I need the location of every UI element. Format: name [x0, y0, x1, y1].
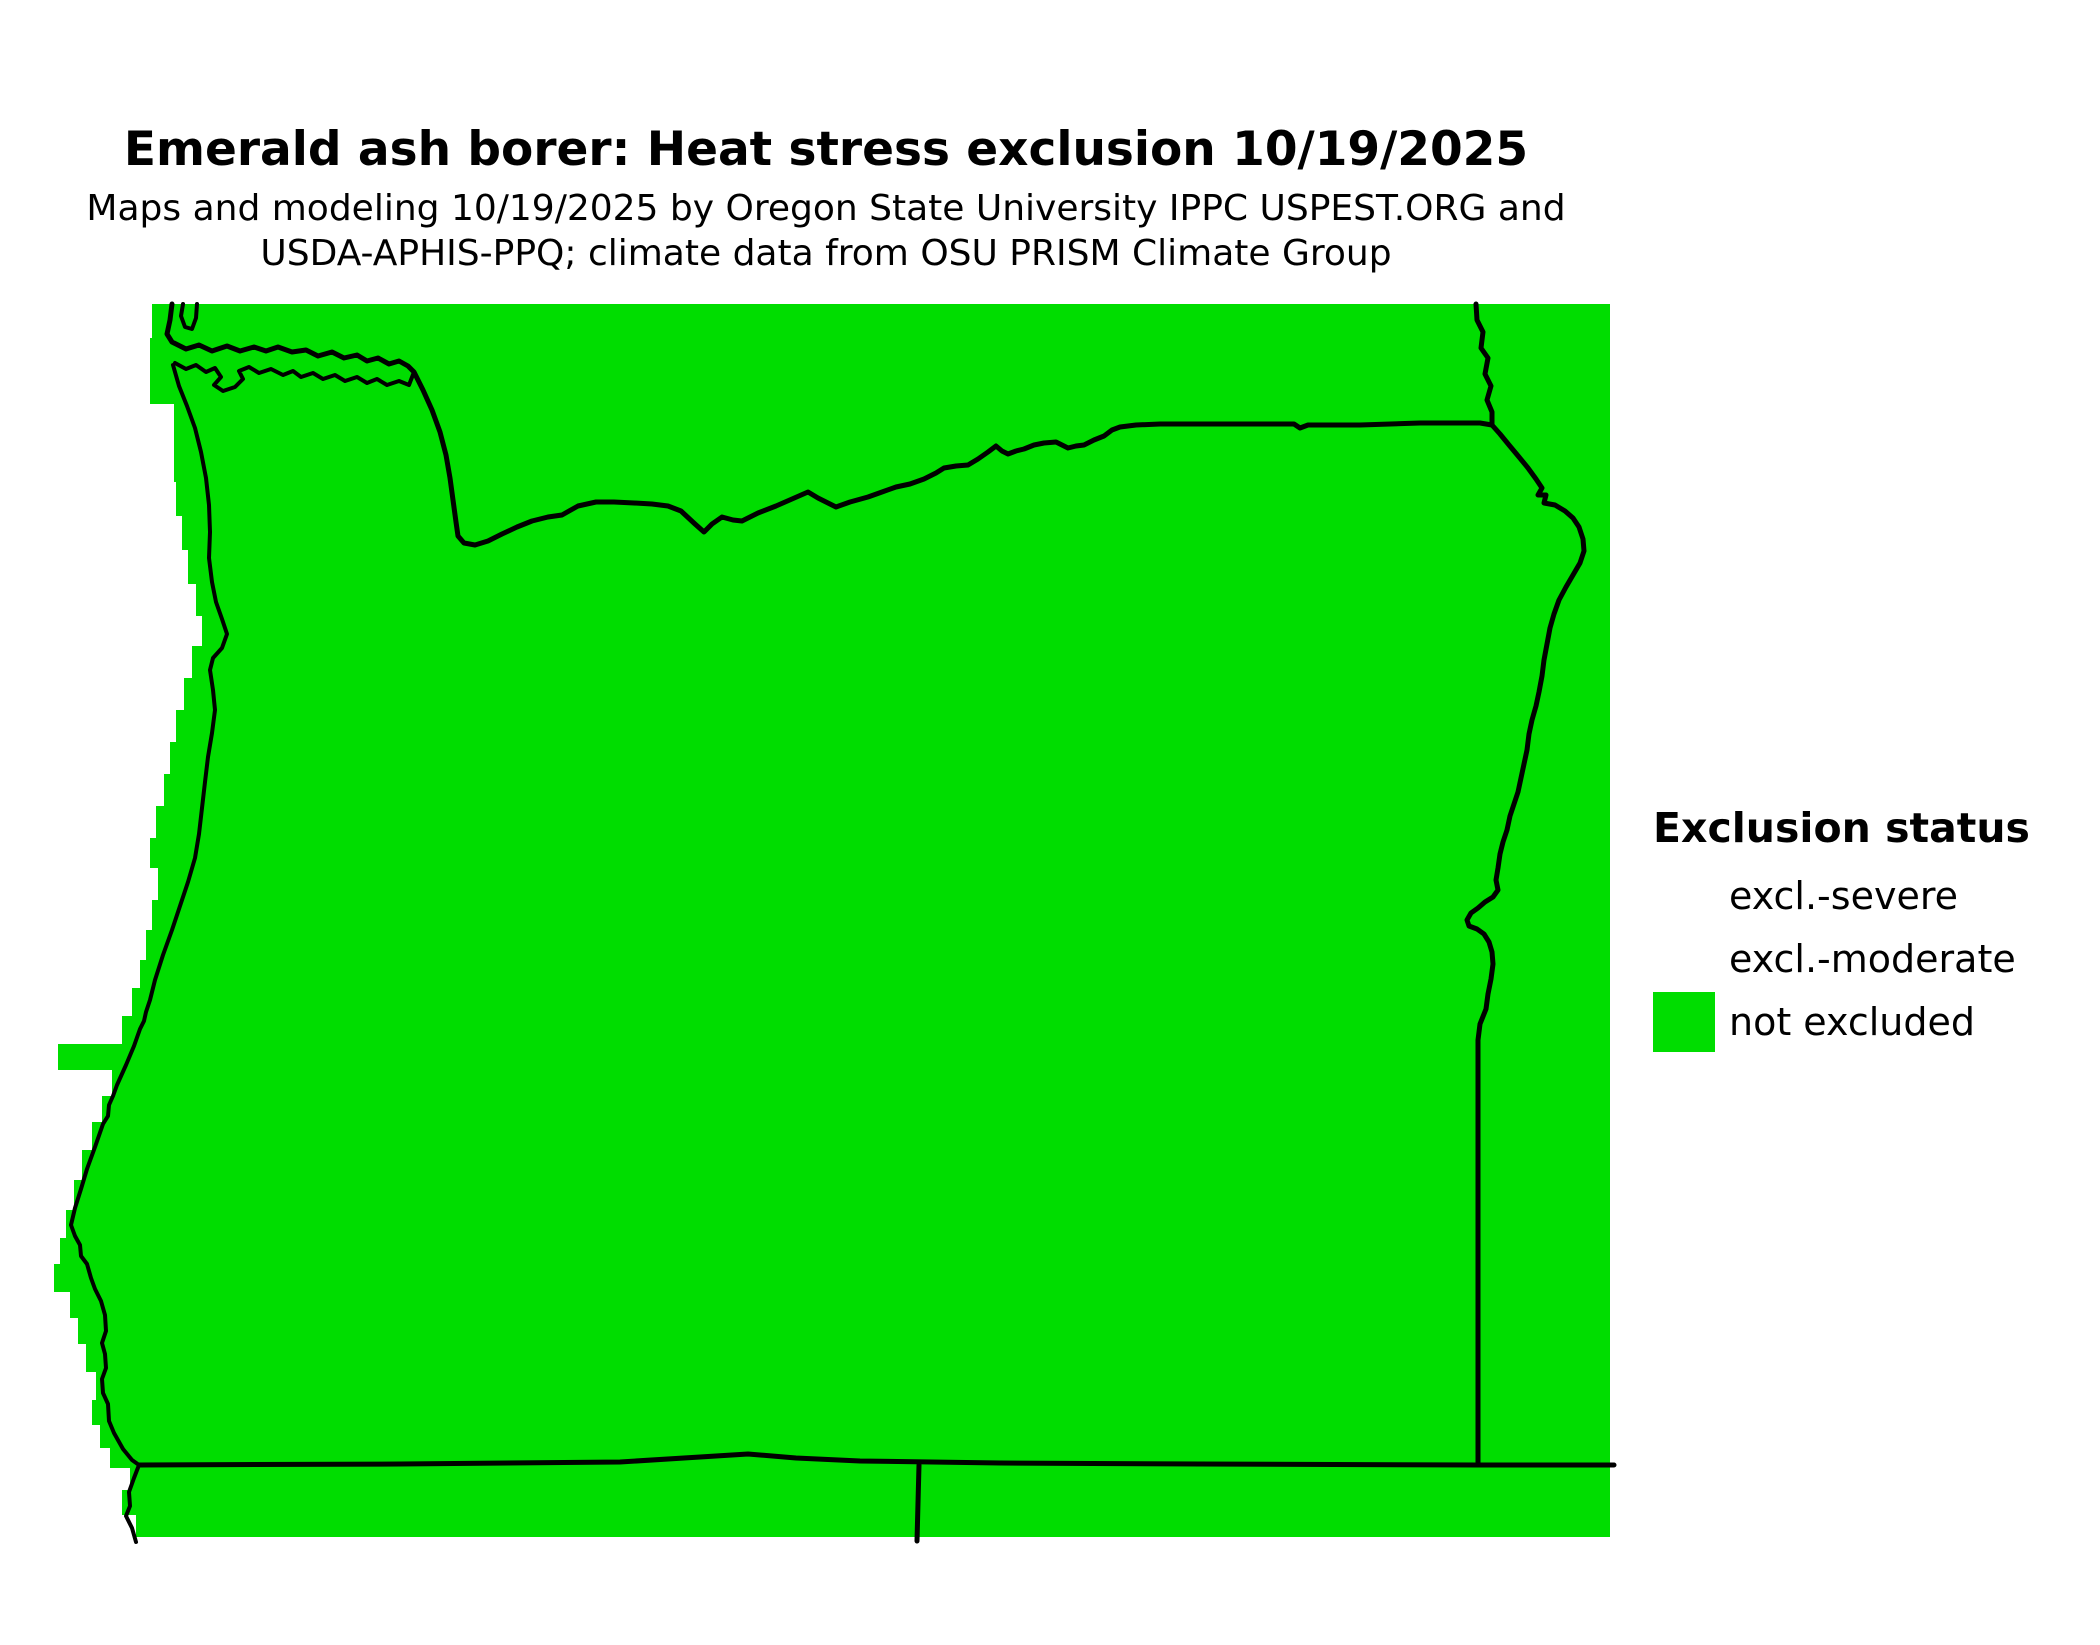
coastline [69, 363, 229, 1544]
legend-item-not-excluded: not excluded [1653, 990, 2093, 1053]
map-subtitle-line2: USDA-APHIS-PPQ; climate data from OSU PR… [260, 233, 1392, 274]
washington-idaho-border [1473, 301, 1495, 428]
legend-label: excl.-severe [1729, 873, 1958, 918]
map-title: Emerald ash borer: Heat stress exclusion… [123, 122, 1529, 177]
map-subtitle: Maps and modeling 10/19/2025 by Oregon S… [0, 186, 1652, 276]
legend-label: excl.-moderate [1729, 936, 2016, 981]
california-nevada-border [914, 1462, 922, 1544]
estuary-channels [173, 361, 416, 393]
oregon-idaho-border [1464, 422, 1587, 1467]
legend-title: Exclusion status [1653, 804, 2030, 852]
south-border [136, 1451, 1617, 1468]
header: Emerald ash borer: Heat stress exclusion… [0, 122, 1652, 276]
oregon-landmass [54, 304, 1610, 1537]
willapa-inlet [179, 302, 199, 331]
legend-item-excl-moderate: excl.-moderate [1653, 927, 2093, 990]
legend-items: excl.-severe excl.-moderate not excluded [1653, 864, 2093, 1053]
legend-swatch-excl-severe [1653, 865, 1715, 926]
legend-swatch-not-excluded [1653, 991, 1715, 1052]
legend-label: not excluded [1729, 999, 1975, 1044]
legend-swatch-excl-moderate [1653, 928, 1715, 989]
legend: Exclusion status excl.-severe excl.-mode… [1653, 804, 2093, 1053]
columbia-river-border [164, 301, 1495, 548]
legend-item-excl-severe: excl.-severe [1653, 864, 2093, 927]
map-subtitle-line1: Maps and modeling 10/19/2025 by Oregon S… [86, 188, 1566, 229]
